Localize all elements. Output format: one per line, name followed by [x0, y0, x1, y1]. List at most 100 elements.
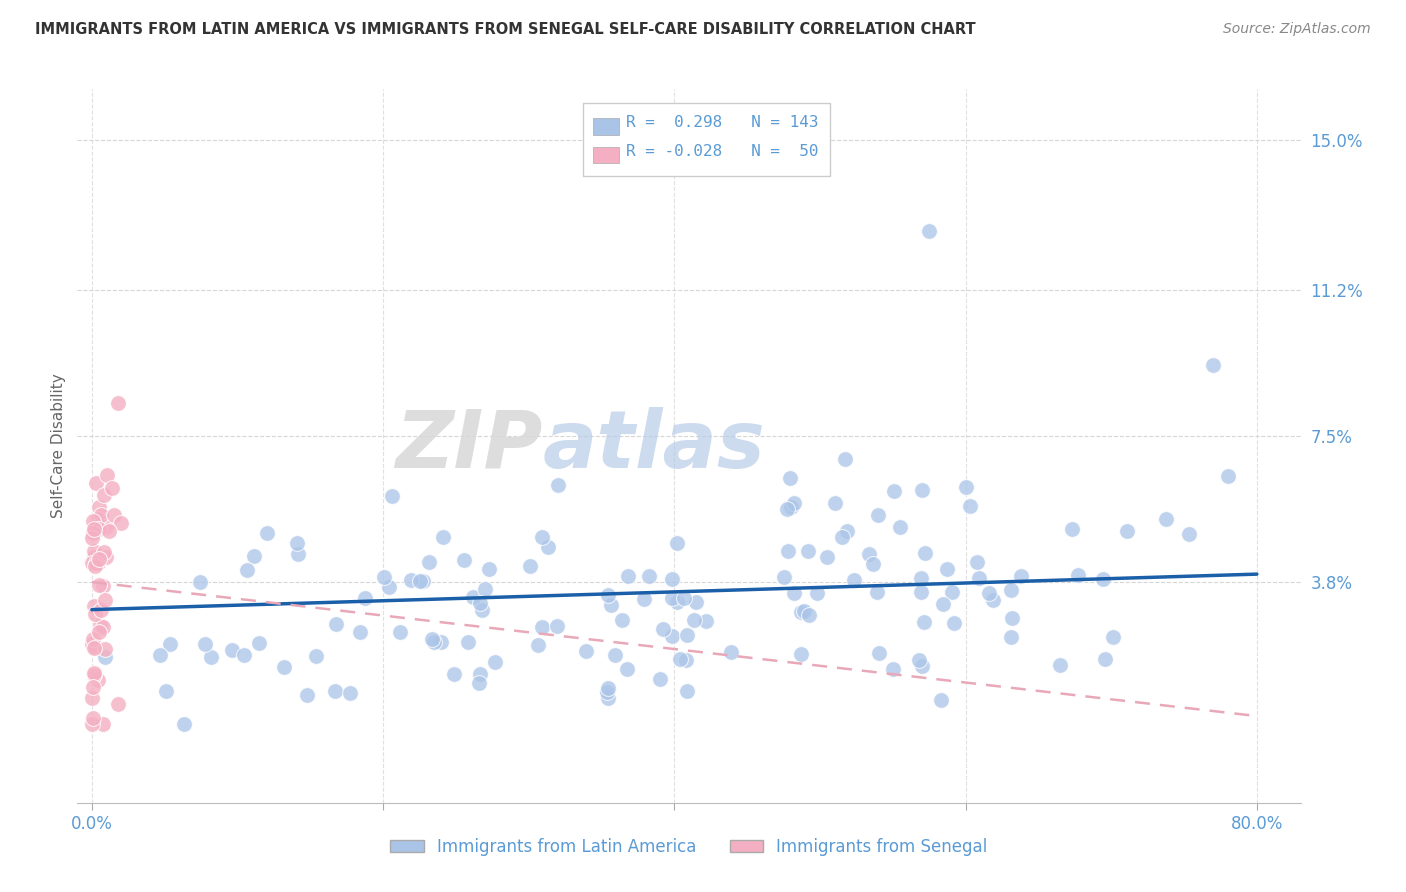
Point: [93, 641, 115, 656]
Point: [173, 717, 195, 731]
Point: [412, 574, 434, 588]
Point: [866, 585, 889, 599]
Point: [943, 615, 966, 630]
Point: [381, 489, 404, 503]
Point: [914, 546, 936, 560]
Point: [295, 688, 318, 702]
Point: [94, 593, 117, 607]
Text: Source: ZipAtlas.com: Source: ZipAtlas.com: [1223, 22, 1371, 37]
Point: [1000, 582, 1022, 597]
Point: [1102, 630, 1125, 644]
Point: [82, 711, 104, 725]
Point: [323, 684, 346, 698]
Point: [463, 591, 485, 605]
Point: [378, 580, 401, 594]
Point: [683, 613, 706, 627]
Point: [221, 642, 243, 657]
Point: [478, 562, 501, 576]
Point: [661, 572, 683, 586]
Point: [862, 557, 884, 571]
Point: [596, 588, 619, 602]
Point: [912, 615, 935, 630]
Point: [83, 599, 105, 613]
Point: [1001, 611, 1024, 625]
Point: [80, 531, 103, 545]
Point: [797, 544, 820, 558]
Point: [537, 541, 560, 555]
Point: [103, 508, 125, 522]
Point: [616, 663, 638, 677]
Point: [668, 652, 690, 666]
Point: [596, 690, 619, 705]
Text: IMMIGRANTS FROM LATIN AMERICA VS IMMIGRANTS FROM SENEGAL SELF-CARE DISABILITY CO: IMMIGRANTS FROM LATIN AMERICA VS IMMIGRA…: [35, 22, 976, 37]
Point: [676, 683, 699, 698]
Point: [519, 558, 541, 573]
Point: [110, 516, 132, 530]
Point: [159, 637, 181, 651]
Point: [883, 483, 905, 498]
Point: [633, 591, 655, 606]
Point: [83, 607, 105, 621]
Point: [907, 653, 929, 667]
Point: [470, 666, 492, 681]
Point: [1092, 572, 1115, 586]
Point: [600, 598, 623, 612]
Point: [418, 555, 440, 569]
Point: [638, 569, 661, 583]
Point: [858, 547, 880, 561]
Point: [661, 629, 683, 643]
Point: [1116, 524, 1139, 539]
Point: [93, 488, 115, 502]
Point: [824, 496, 846, 510]
Point: [842, 573, 865, 587]
Point: [981, 593, 1004, 607]
Point: [94, 549, 117, 564]
Point: [596, 681, 619, 695]
Point: [83, 520, 105, 534]
Point: [188, 574, 211, 589]
Point: [83, 544, 105, 558]
Point: [837, 524, 859, 539]
Point: [468, 596, 491, 610]
Point: [603, 648, 626, 662]
Point: [815, 549, 838, 564]
Point: [83, 550, 105, 565]
Point: [661, 591, 683, 606]
Point: [547, 477, 569, 491]
Point: [325, 617, 347, 632]
Point: [793, 604, 815, 618]
Point: [685, 595, 707, 609]
Point: [91, 717, 114, 731]
Point: [616, 569, 638, 583]
Point: [373, 569, 395, 583]
Point: [931, 693, 953, 707]
Point: [420, 632, 443, 646]
Point: [527, 638, 550, 652]
Point: [868, 646, 890, 660]
Point: [84, 559, 107, 574]
Point: [339, 686, 361, 700]
Point: [1094, 652, 1116, 666]
Point: [353, 591, 375, 606]
Point: [287, 548, 309, 562]
Point: [399, 573, 422, 587]
Point: [232, 648, 254, 662]
Point: [285, 535, 308, 549]
Text: R =  0.298   N = 143: R = 0.298 N = 143: [626, 115, 818, 129]
Point: [349, 624, 371, 639]
Point: [93, 545, 115, 559]
Point: [935, 562, 957, 576]
Point: [149, 648, 172, 662]
Point: [575, 644, 598, 658]
Point: [83, 522, 105, 536]
Point: [910, 571, 932, 585]
Point: [305, 649, 328, 664]
Point: [155, 683, 177, 698]
Point: [89, 618, 111, 632]
Point: [236, 564, 259, 578]
Point: [243, 549, 266, 564]
Point: [432, 530, 454, 544]
Point: [82, 514, 104, 528]
Point: [911, 483, 934, 497]
Point: [107, 698, 129, 712]
